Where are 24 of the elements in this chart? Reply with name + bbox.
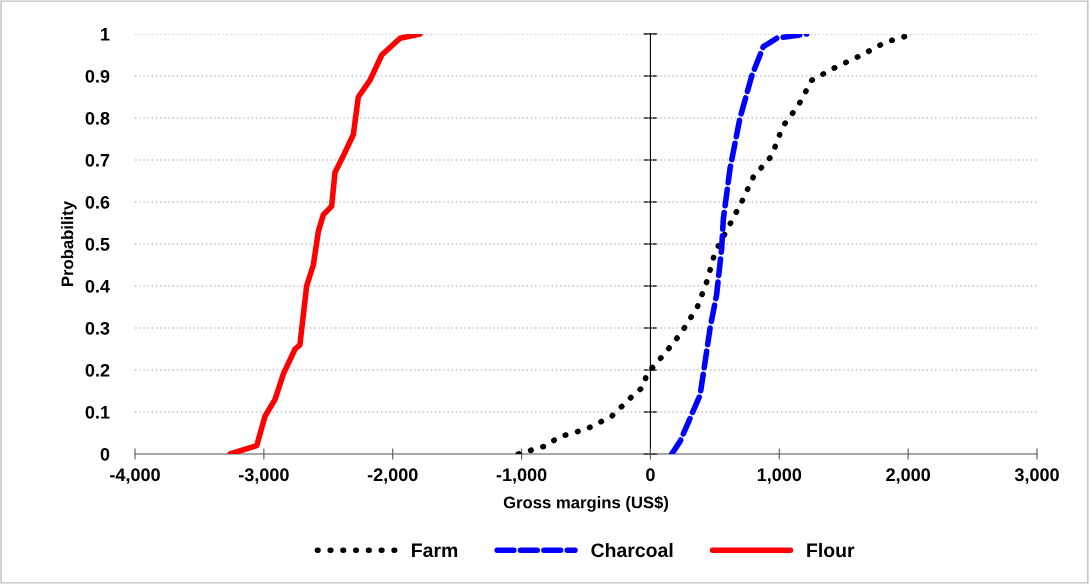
x-tick-label: -1,000 [496,468,547,484]
x-tick-label: -4,000 [110,468,160,484]
y-tick-label: 0.4 [85,279,110,293]
y-tick-label: 0.9 [85,69,110,83]
y-tick-label: 0.7 [85,153,110,167]
legend-label: Charcoal [591,542,673,558]
legend-label: Flour [807,542,855,558]
x-axis-title: Gross margins (US$) [503,495,669,512]
x-tick-label: 2,000 [886,468,930,484]
y-tick-label: 0.1 [85,405,110,419]
legend-label: Farm [412,543,458,558]
y-tick-label: 0.3 [85,321,110,335]
x-tick-label: 3,000 [1014,468,1059,484]
y-tick-label: 1 [101,28,110,41]
y-tick-label: 0 [100,447,110,461]
y-axis-title: Probability [61,201,77,286]
x-tick-label: 1,000 [757,468,802,484]
x-tick-label: -2,000 [367,468,418,484]
y-tick-label: 0.8 [85,111,110,125]
x-tick-label: 0 [646,468,655,482]
x-tick-label: -3,000 [238,468,289,484]
y-tick-label: 0.6 [85,195,110,209]
y-tick-label: 0.5 [85,237,110,251]
y-tick-label: 0.2 [85,363,110,377]
